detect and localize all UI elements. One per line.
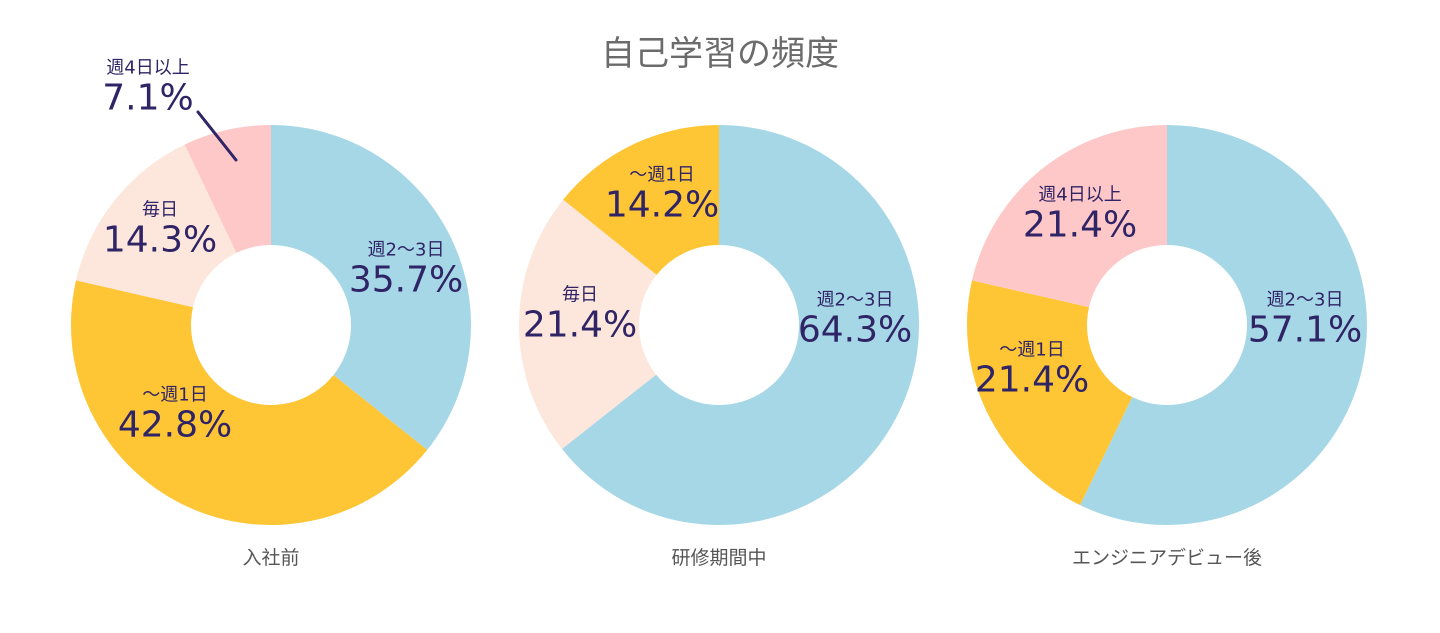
slice-category: 週2〜3日 [367,239,445,261]
slice-category: 毎日 [562,284,598,306]
donut-slice [967,280,1133,506]
slice-percent: 21.4% [1022,204,1138,246]
slice-category: 週2〜3日 [816,289,894,311]
donut-slice [972,125,1167,308]
donut-slice [184,125,271,253]
leader-line [196,110,238,162]
slice-label: 週2〜3日 64.3% [798,290,912,349]
slice-category: 〜週1日 [999,339,1065,361]
donut-slice [563,125,719,275]
chart-caption: 入社前 [242,547,300,569]
slice-category: 週4日以上 [1038,184,1122,206]
donut-slice [1080,125,1367,525]
slice-label: 毎日 14.3% [103,200,217,259]
donut-slice [76,144,237,308]
slice-label: 〜週1日 42.8% [118,385,232,444]
slice-category: 〜週1日 [629,164,695,186]
slice-label: 週2〜3日 35.7% [349,240,463,299]
slice-label: 週4日以上 21.4% [1023,185,1137,244]
slice-percent: 7.1% [102,77,194,119]
slice-label: 〜週1日 14.2% [605,165,719,224]
slice-label: 〜週1日 21.4% [975,340,1089,399]
slice-percent: 35.7% [348,259,464,301]
donut-slice [271,125,471,450]
slice-label: 毎日 21.4% [523,285,637,344]
slice-percent: 42.8% [117,404,233,446]
chart-caption: 研修期間中 [671,547,767,569]
slice-percent: 14.2% [604,184,720,226]
chart-caption: エンジニアデビュー後 [1071,547,1263,569]
slice-percent: 57.1% [1247,309,1363,351]
donut-slice [519,199,657,449]
slice-category: 毎日 [142,199,178,221]
slice-category: 〜週1日 [142,384,208,406]
slice-percent: 21.4% [522,304,638,346]
donut-slice [71,280,428,525]
slice-category: 週2〜3日 [1266,289,1344,311]
slice-category: 週4日以上 [106,57,190,79]
slice-percent: 21.4% [974,359,1090,401]
slice-label: 週2〜3日 57.1% [1248,290,1362,349]
slice-percent: 14.3% [102,219,218,261]
slice-percent: 64.3% [797,309,913,351]
chart-title: 自己学習の頻度 [601,34,839,74]
slice-label: 週4日以上 7.1% [102,58,193,117]
donut-slice [562,125,920,526]
